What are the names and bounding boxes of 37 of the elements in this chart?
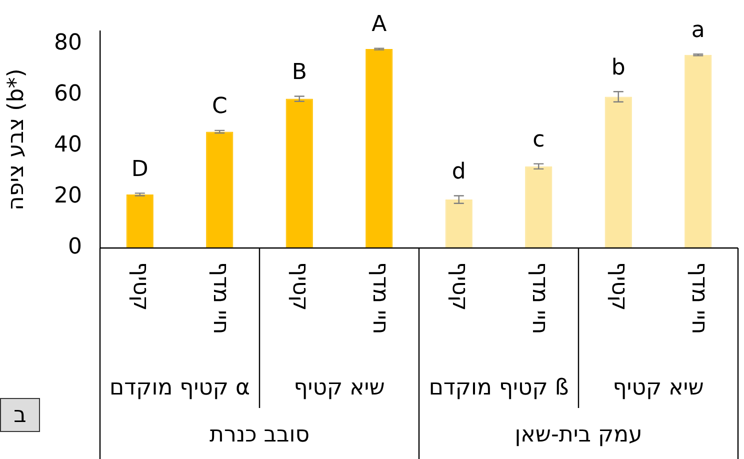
x-tick-label: חיי מדף bbox=[526, 262, 552, 334]
text: קטיף מוקדם ß bbox=[428, 376, 569, 401]
y-axis-title: צבע ציפה (b*) bbox=[4, 68, 29, 210]
text: שיא קטיף bbox=[294, 376, 385, 401]
bar bbox=[445, 200, 472, 248]
y-tick-label: 20 bbox=[54, 184, 82, 209]
x-tick-label: קטיף bbox=[447, 262, 472, 311]
bar bbox=[126, 194, 154, 248]
x-tick-label: חיי מדף bbox=[208, 262, 233, 334]
data-label: d bbox=[452, 159, 466, 184]
data-label: C bbox=[212, 94, 228, 120]
text: שיא קטיף bbox=[612, 376, 704, 401]
data-label: B bbox=[292, 60, 307, 85]
text: קטיף מוקדם α bbox=[109, 376, 250, 401]
data-label: c bbox=[532, 128, 545, 153]
bar bbox=[286, 98, 313, 248]
x-tick-label: קטיף bbox=[606, 262, 632, 311]
bar bbox=[604, 96, 632, 248]
data-label: b bbox=[611, 55, 626, 80]
y-tick-label: 0 bbox=[68, 234, 82, 260]
bar bbox=[684, 54, 712, 248]
bar bbox=[206, 132, 234, 248]
bar bbox=[525, 166, 552, 248]
x-tick-label: קטיף bbox=[128, 262, 154, 311]
text: עמק בית-שאן bbox=[514, 422, 642, 448]
x-tick-label: קטיף bbox=[288, 262, 313, 311]
data-label: D bbox=[131, 156, 148, 182]
y-tick-label: 40 bbox=[54, 132, 82, 158]
text: ב bbox=[0, 398, 40, 432]
bar bbox=[366, 49, 393, 248]
text: סובב כנרת bbox=[209, 422, 310, 448]
x-tick-label: חיי מדף bbox=[686, 262, 712, 334]
data-label: A bbox=[372, 12, 387, 38]
data-label: a bbox=[691, 18, 705, 43]
x-tick-label: חיי מדף bbox=[367, 262, 392, 334]
y-tick-label: 60 bbox=[54, 82, 82, 107]
y-tick-label: 80 bbox=[54, 30, 82, 56]
